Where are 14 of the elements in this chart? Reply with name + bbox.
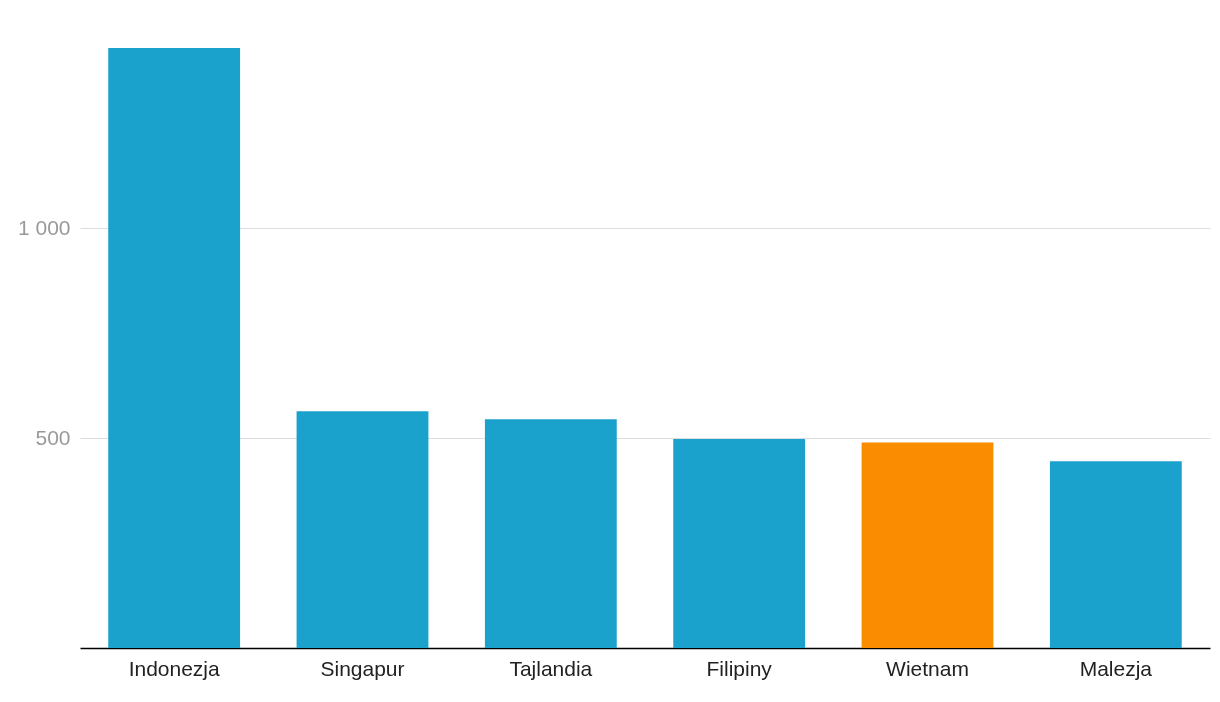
- x-tick-label: Wietnam: [886, 656, 969, 680]
- x-tick-label: Indonezja: [128, 656, 221, 680]
- bar: [296, 411, 429, 648]
- bar: [1049, 461, 1182, 648]
- bar: [861, 442, 994, 648]
- x-tick-label: Filipiny: [706, 656, 773, 680]
- x-tick-label: Malezja: [1079, 656, 1153, 680]
- bar: [673, 439, 806, 648]
- y-tick-label: 500: [35, 425, 71, 449]
- bar: [108, 48, 241, 648]
- x-tick-label: Singapur: [320, 656, 405, 680]
- x-tick-label: Tajlandia: [509, 656, 593, 680]
- bar: [484, 419, 617, 648]
- y-tick-label: 1 000: [17, 215, 71, 239]
